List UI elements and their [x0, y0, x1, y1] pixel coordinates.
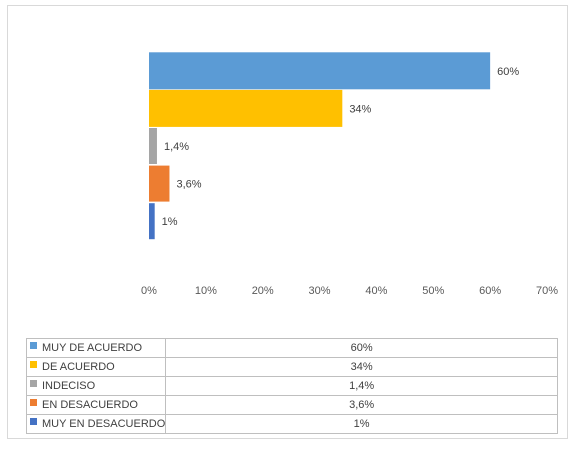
data-label-1: 34%: [349, 103, 371, 115]
legend-key-cell: EN DESACUERDO: [25, 395, 167, 415]
bar-0: [149, 52, 491, 90]
legend-swatch: [30, 342, 37, 349]
x-tick-label-2: 20%: [252, 285, 274, 297]
data-label-3: 3,6%: [176, 179, 201, 191]
x-tick-label-1: 10%: [195, 285, 217, 297]
legend-label: EN DESACUERDO: [42, 399, 138, 411]
table-row: MUY EN DESACUERDO 1%: [25, 414, 558, 434]
table-row: EN DESACUERDO 3,6%: [25, 395, 558, 415]
table-row: INDECISO 1,4%: [25, 376, 558, 396]
x-tick-label-7: 70%: [536, 285, 558, 297]
data-label-0: 60%: [497, 66, 519, 78]
data-table: MUY DE ACUERDO 60% DE ACUERDO 34% INDECISO 1,…: [25, 338, 558, 434]
bar-3: [149, 165, 170, 202]
x-tick-label-3: 30%: [309, 285, 331, 297]
legend-key-cell: MUY EN DESACUERDO: [25, 414, 167, 434]
legend-swatch: [30, 418, 37, 425]
table-value-cell: 34%: [165, 357, 558, 377]
table-value-cell: 1%: [165, 414, 558, 434]
legend-key-cell: MUY DE ACUERDO: [25, 338, 167, 358]
data-label-4: 1%: [162, 216, 178, 228]
bar-4: [149, 203, 155, 240]
legend-swatch: [30, 399, 37, 406]
table-value-cell: 1,4%: [165, 376, 558, 396]
legend-swatch: [30, 380, 37, 387]
legend-label: DE ACUERDO: [42, 361, 115, 373]
legend-label: MUY DE ACUERDO: [42, 342, 143, 354]
bar-2: [149, 128, 157, 164]
x-tick-label-5: 50%: [422, 285, 444, 297]
legend-key-cell: INDECISO: [25, 376, 167, 396]
table-row: DE ACUERDO 34%: [25, 357, 558, 377]
legend-label: MUY EN DESACUERDO: [42, 418, 166, 430]
table-value-cell: 60%: [165, 338, 558, 358]
data-label-2: 1,4%: [164, 141, 189, 153]
table-value-cell: 3,6%: [165, 395, 558, 415]
legend-key-cell: DE ACUERDO: [25, 357, 167, 377]
bar-1: [149, 89, 343, 127]
x-tick-label-6: 60%: [479, 285, 501, 297]
table-row: MUY DE ACUERDO 60%: [25, 338, 558, 358]
x-tick-label-4: 40%: [365, 285, 387, 297]
legend-swatch: [30, 361, 37, 368]
x-tick-label-0: 0%: [141, 285, 157, 297]
legend-label: INDECISO: [42, 380, 96, 392]
